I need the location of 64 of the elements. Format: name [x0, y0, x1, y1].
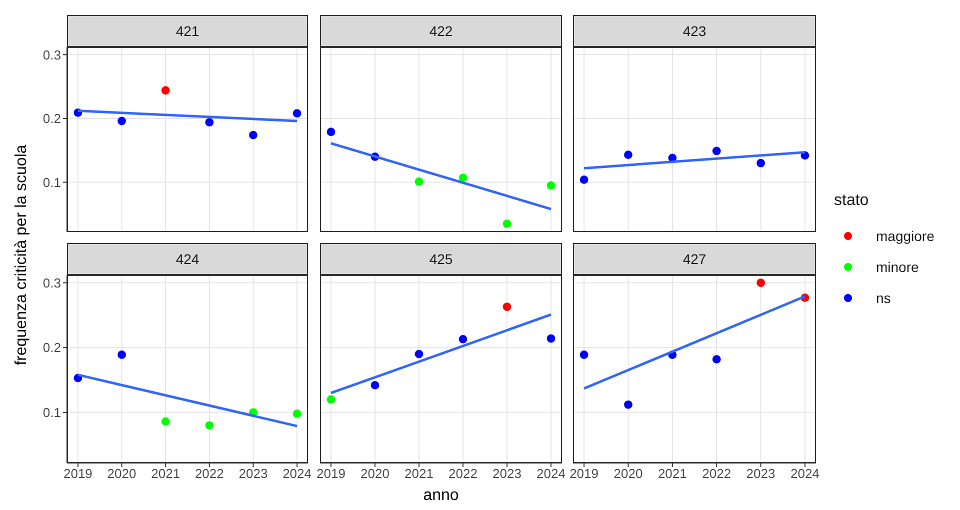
x-tick-label: 2023	[746, 466, 776, 482]
point	[546, 334, 556, 343]
x-tick-label: 2020	[107, 466, 136, 482]
y-tick-label: 0.3	[42, 47, 61, 62]
x-tick-label: 2024	[282, 466, 312, 482]
x-tick-label: 2019	[63, 466, 92, 482]
x-tick-label: 2021	[404, 466, 434, 482]
x-tick-label: 2022	[702, 466, 732, 482]
x-tick-label: 2024	[536, 466, 566, 482]
x-tick-label: 2019	[316, 466, 346, 482]
y-axis-title: frequenza criticità per la scuola	[13, 144, 31, 366]
x-tick-label: 2021	[658, 466, 687, 482]
x-axis-title: anno	[423, 487, 459, 505]
point	[292, 109, 302, 118]
point	[161, 86, 170, 95]
chart-title: 425	[320, 243, 562, 275]
y-tick-label: 0.3	[42, 275, 61, 290]
point	[370, 381, 380, 390]
point	[756, 158, 765, 168]
y-tick-label: 0.2	[42, 111, 61, 126]
point	[756, 278, 765, 287]
chart-title: 423	[573, 15, 816, 47]
point	[458, 334, 468, 344]
legend-title: stato	[834, 192, 870, 210]
point	[580, 350, 588, 359]
legend-label: ns	[876, 290, 891, 306]
point	[502, 302, 512, 311]
chart-title: 421	[67, 15, 308, 47]
point	[458, 174, 468, 182]
y-tick-label: 0.1	[42, 174, 61, 190]
point	[292, 410, 302, 418]
point	[118, 116, 126, 126]
x-tick-label: 2024	[790, 466, 820, 482]
point	[624, 400, 632, 409]
point	[205, 118, 214, 126]
legend-label: minore	[876, 258, 919, 274]
x-tick-label: 2020	[360, 466, 390, 482]
y-tick-label: 0.1	[42, 405, 61, 420]
chart-title: 422	[320, 15, 562, 47]
x-tick-label: 2022	[448, 466, 478, 482]
point	[546, 181, 556, 190]
x-tick-label: 2022	[194, 466, 224, 482]
point	[414, 177, 424, 186]
point	[326, 395, 336, 404]
x-tick-label: 2023	[492, 466, 522, 482]
x-tick-label: 2021	[151, 466, 180, 482]
x-tick-label: 2023	[238, 466, 268, 482]
point	[161, 417, 170, 426]
point	[118, 350, 126, 359]
x-tick-label: 2020	[614, 466, 643, 482]
point	[580, 175, 588, 184]
x-tick-label: 2019	[570, 466, 599, 482]
legend-label: maggiore	[876, 228, 934, 244]
point	[712, 146, 721, 156]
point	[502, 220, 512, 228]
point	[326, 128, 336, 136]
point	[414, 350, 424, 358]
point	[249, 130, 258, 140]
point	[205, 421, 214, 430]
point	[624, 150, 632, 160]
y-tick-label: 0.2	[42, 340, 61, 356]
chart-title: 427	[573, 243, 816, 275]
point	[712, 355, 721, 364]
chart-title: 424	[67, 243, 308, 275]
